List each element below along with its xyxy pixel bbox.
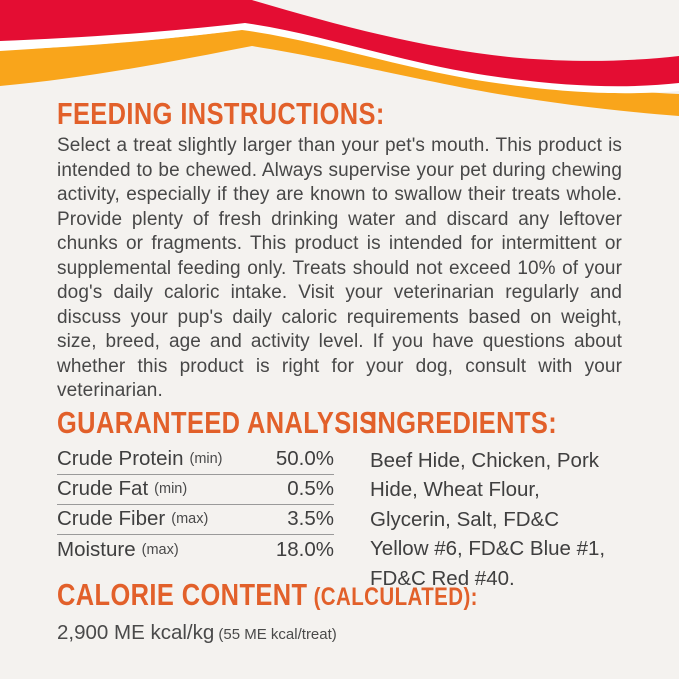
calorie-content-heading: CALORIE CONTENT (CALCULATED):: [57, 579, 478, 610]
table-row: Crude Protein (min) 50.0%: [57, 445, 334, 475]
table-row: Crude Fiber (max) 3.5%: [57, 505, 334, 535]
nutrient-value: 3.5%: [287, 507, 334, 530]
feeding-instructions-heading: FEEDING INSTRUCTIONS:: [57, 96, 385, 131]
ingredients-list: Beef Hide, Chicken, Pork Hide, Wheat Flo…: [370, 446, 622, 594]
table-row: Moisture (max) 18.0%: [57, 535, 334, 565]
guaranteed-analysis-table: Crude Protein (min) 50.0% Crude Fat (min…: [57, 445, 334, 565]
nutrient-label: Moisture: [57, 537, 136, 561]
nutrient-qualifier: (min): [189, 451, 223, 467]
calorie-value-line: 2,900 ME kcal/kg (55 ME kcal/treat): [57, 620, 337, 645]
nutrient-value: 0.5%: [287, 477, 334, 500]
calorie-heading-main: CALORIE CONTENT: [57, 576, 308, 612]
feeding-instructions-text: Select a treat slightly larger than your…: [57, 135, 622, 401]
nutrient-label: Crude Fiber: [57, 507, 166, 530]
ingredients-line: Hide, Wheat Flour,: [370, 478, 540, 501]
ingredients-line: Glycerin, Salt, FD&C: [370, 507, 560, 531]
ingredients-line: FD&C Red #40.: [370, 566, 515, 590]
decorative-swoosh: [0, 0, 679, 116]
nutrient-qualifier: (min): [154, 481, 188, 497]
red-ribbon: [0, 0, 679, 87]
nutrient-label: Crude Protein: [57, 447, 184, 470]
nutrient-qualifier: (max): [171, 511, 209, 527]
calorie-per-treat-note: (55 ME kcal/treat): [214, 625, 337, 643]
guaranteed-analysis-heading: GUARANTEED ANALYSIS:: [57, 404, 386, 440]
nutrient-value: 18.0%: [275, 537, 334, 561]
two-column-section: GUARANTEED ANALYSIS: Crude Protein (min)…: [57, 404, 622, 645]
ingredients-heading: INGREDIENTS:: [370, 404, 558, 440]
analysis-column: GUARANTEED ANALYSIS: Crude Protein (min)…: [57, 407, 478, 645]
calorie-heading-qualifier: (CALCULATED):: [307, 582, 478, 611]
ingredients-column: INGREDIENTS: Beef Hide, Chicken, Pork Hi…: [370, 404, 622, 645]
ingredients-line: Yellow #6, FD&C Blue #1,: [370, 537, 606, 560]
orange-ribbon: [0, 29, 679, 116]
table-row: Crude Fat (min) 0.5%: [57, 475, 334, 505]
nutrient-value: 50.0%: [275, 447, 334, 470]
nutrient-label: Crude Fat: [57, 477, 149, 500]
label-content: FEEDING INSTRUCTIONS: Select a treat sli…: [57, 96, 622, 645]
ingredients-line: Beef Hide, Chicken, Pork: [370, 448, 600, 472]
nutrient-qualifier: (max): [141, 541, 179, 558]
calorie-value: 2,900 ME kcal/kg: [57, 620, 215, 644]
